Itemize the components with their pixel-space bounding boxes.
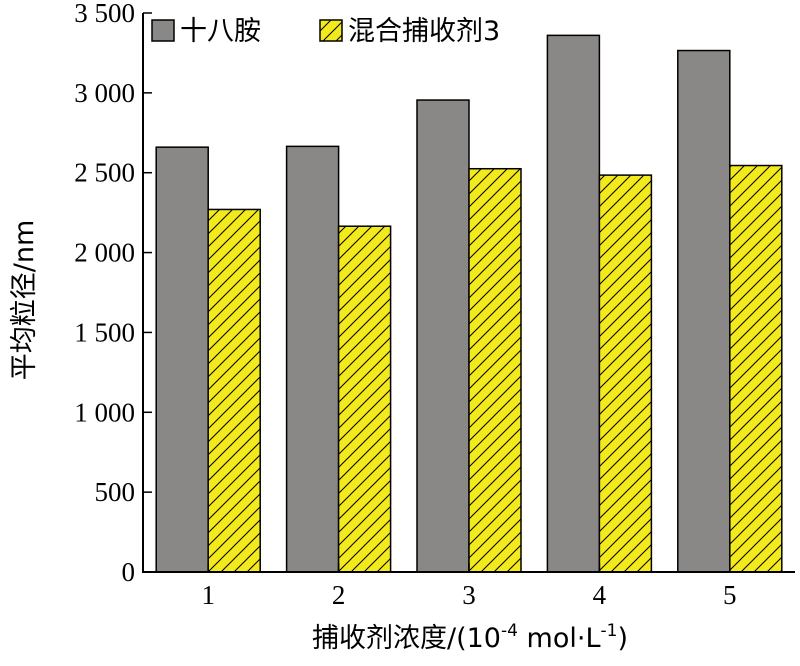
x-ticks-group: 1 2 3 4 5 [201, 563, 737, 610]
legend-label-mixed-collector-3: 混合捕收剂3 [348, 16, 500, 47]
bar-octadecylamine-4 [546, 34, 601, 573]
y-tick-label: 0 [122, 557, 136, 587]
bar-mixed-collector-3-3 [468, 167, 522, 573]
bar-mixed-collector-3-2 [337, 225, 392, 573]
y-tick-label: 3 500 [74, 0, 135, 28]
y-tick-label: 2 000 [74, 238, 135, 268]
bars-group [155, 34, 783, 573]
bar-mixed-collector-3-1 [207, 208, 261, 573]
bar-octadecylamine-5 [677, 49, 731, 573]
y-tick-label: 3 000 [74, 78, 135, 108]
y-axis-label: 平均粒径/nm [9, 220, 40, 381]
x-axis-label: 捕收剂浓度/(10-4 mol·L-1) [312, 621, 628, 654]
x-tick-label: 1 [201, 580, 215, 610]
bar-mixed-collector-3-4 [598, 174, 653, 573]
bar-mixed-collector-3-5 [729, 164, 783, 573]
x-tick-label: 3 [462, 580, 476, 610]
y-tick-label: 500 [95, 477, 136, 507]
x-tick-label: 5 [723, 580, 737, 610]
legend-swatch-mixed-collector-3 [319, 19, 343, 42]
y-tick-label: 1 500 [74, 317, 135, 347]
bar-octadecylamine-1 [155, 146, 209, 573]
bar-octadecylamine-2 [285, 145, 340, 573]
legend: 十八胺 混合捕收剂3 [151, 16, 500, 47]
legend-label-octadecylamine: 十八胺 [180, 16, 261, 47]
y-ticks-group: 0 500 1 000 1 500 2 000 2 500 3 000 3 500 [74, 0, 152, 587]
y-tick-label: 2 500 [74, 158, 135, 188]
bar-octadecylamine-3 [416, 99, 470, 573]
y-tick-label: 1 000 [74, 397, 135, 427]
x-tick-label: 2 [332, 580, 346, 610]
legend-swatch-octadecylamine [151, 19, 175, 42]
x-tick-label: 4 [593, 580, 607, 610]
